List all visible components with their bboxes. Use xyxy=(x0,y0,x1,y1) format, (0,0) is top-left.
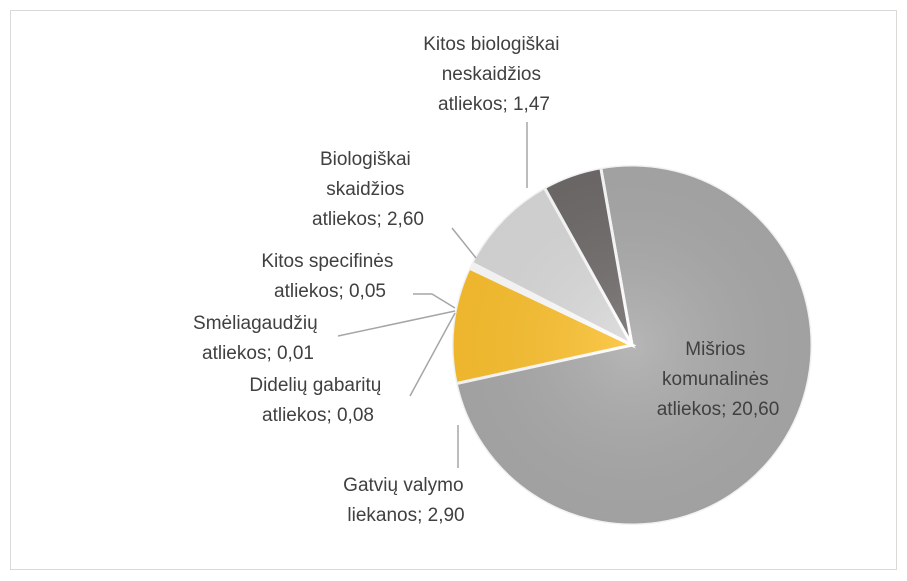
label-line: Didelių gabaritų xyxy=(249,375,386,396)
leader-line xyxy=(451,227,477,259)
label-line: atliekos; 0,05 xyxy=(274,281,386,302)
label-line: Smėliagaudžių xyxy=(193,313,323,334)
label-line: Kitos biologiškai xyxy=(423,34,565,55)
label-line: atliekos; 0,08 xyxy=(262,405,374,426)
label-line: komunalinės xyxy=(662,369,774,390)
data-label: Gatvių valymo liekanos; 2,90 xyxy=(343,475,469,526)
data-label: Mišrios komunalinės atliekos; 20,60 xyxy=(657,339,780,420)
leader-line xyxy=(413,293,456,309)
label-line: atliekos; 20,60 xyxy=(657,399,780,420)
label-line: Mišrios xyxy=(685,339,750,360)
label-line: skaidžios xyxy=(326,179,409,200)
label-line: atliekos; 0,01 xyxy=(202,343,314,364)
data-label: Kitos biologiškai neskaidžios atliekos; … xyxy=(423,34,565,115)
data-label: Biologiškai skaidžios atliekos; 2,60 xyxy=(312,149,424,230)
label-line: atliekos; 2,60 xyxy=(312,209,424,230)
data-label: Didelių gabaritų atliekos; 0,08 xyxy=(249,375,386,426)
label-line: Kitos specifinės xyxy=(261,251,398,272)
label-line: Biologiškai xyxy=(320,149,416,170)
label-line: Gatvių valymo xyxy=(343,475,469,496)
label-line: liekanos; 2,90 xyxy=(347,505,464,526)
leader-line xyxy=(409,312,456,397)
leader-line xyxy=(337,310,456,337)
data-label: Kitos specifinės atliekos; 0,05 xyxy=(261,251,398,302)
data-label: Smėliagaudžių atliekos; 0,01 xyxy=(193,313,323,364)
label-line: neskaidžios xyxy=(442,64,547,85)
label-line: atliekos; 1,47 xyxy=(438,94,550,115)
